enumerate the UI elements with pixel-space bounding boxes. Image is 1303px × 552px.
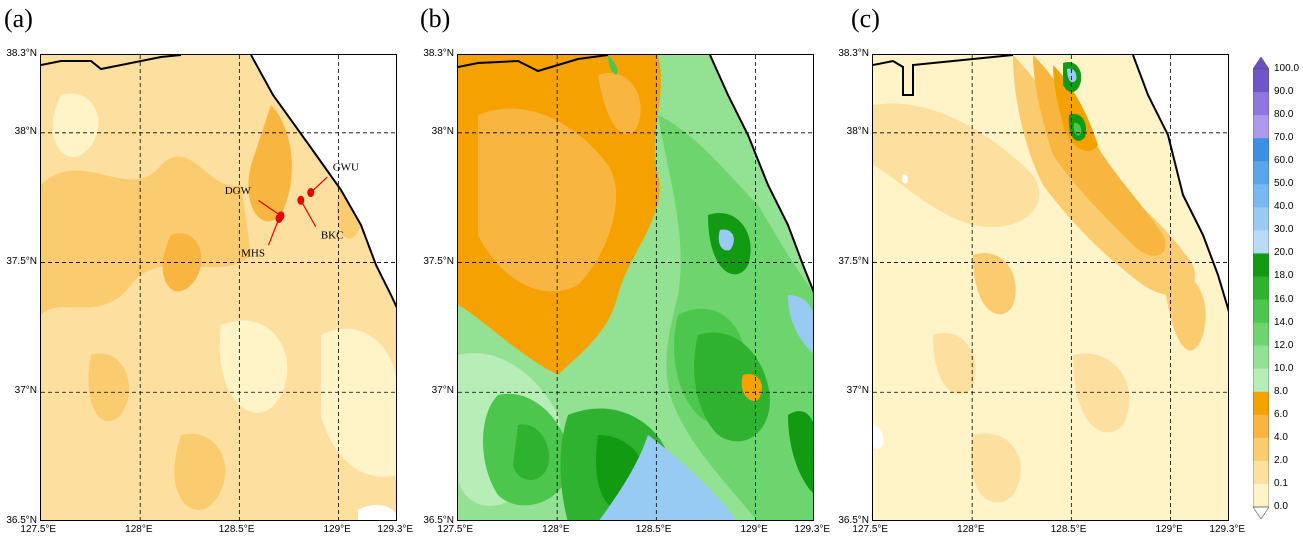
colorbar-label: 8.0 [1274, 385, 1288, 397]
lon-tick-label: 128°E [957, 524, 985, 535]
station-label: BKC [321, 229, 344, 241]
lat-tick-label: 38°N [14, 125, 37, 137]
colorbar-segment [1253, 138, 1269, 162]
lat-tick-label: 37.5°N [838, 255, 869, 267]
colorbar-label: 0.1 [1274, 477, 1288, 489]
lon-tick-label: 128.5°E [218, 524, 255, 535]
colorbar-extend-top [1253, 57, 1269, 70]
lat-tick-label: 36.5°N [838, 515, 869, 526]
colorbar-segment [1253, 230, 1269, 254]
colorbar-label: 20.0 [1274, 247, 1294, 259]
lon-tick-label: 129.3°E [1209, 524, 1246, 535]
lon-tick-label: 128.5°E [635, 524, 672, 535]
colorbar-segment [1253, 414, 1269, 439]
lon-tick-label: 128°E [125, 524, 153, 535]
colorbar-segment [1253, 322, 1269, 347]
map-a-svg: GWU DGW BKC MHS [41, 55, 396, 520]
map-panel-c [872, 54, 1229, 521]
colorbar-label: 80.0 [1274, 109, 1294, 121]
map-panel-b [457, 54, 814, 521]
colorbar-label: 18.0 [1274, 270, 1294, 282]
map-c-svg [873, 55, 1228, 520]
colorbar-segment [1253, 460, 1269, 485]
lat-tick-label: 38°N [431, 125, 454, 137]
colorbar-label: 14.0 [1274, 316, 1294, 328]
colorbar-segment [1253, 437, 1269, 462]
panel-label-b: (b) [420, 4, 451, 33]
colorbar-segment [1253, 345, 1269, 370]
lon-tick-label: 129°E [1155, 524, 1183, 535]
colorbar-segment [1253, 276, 1269, 301]
lon-tick-label: 129°E [740, 524, 768, 535]
map-b-svg [458, 55, 813, 520]
station-label: GWU [333, 162, 359, 174]
lon-tick-label: 127.5°E [437, 524, 474, 535]
map-panel-a: GWU DGW BKC MHS [40, 54, 397, 521]
colorbar-segment [1253, 391, 1269, 416]
station-label: MHS [241, 247, 265, 259]
colorbar-label: 100.0 [1274, 63, 1300, 74]
colorbar-label: 50.0 [1274, 178, 1294, 190]
colorbar-label: 60.0 [1274, 155, 1294, 167]
station-label: DGW [225, 185, 252, 197]
station-marker [307, 188, 315, 198]
station-leader-line [258, 199, 282, 217]
station-marker [275, 213, 283, 223]
colorbar-extend-bottom [1253, 506, 1269, 519]
colorbar-segment [1253, 299, 1269, 324]
colorbar-segment [1253, 69, 1269, 93]
colorbar-label: 4.0 [1274, 431, 1288, 443]
lon-tick-label: 127.5°E [852, 524, 889, 535]
colorbar-segment [1253, 483, 1269, 508]
lon-tick-label: 128.5°E [1050, 524, 1087, 535]
colorbar-label: 12.0 [1274, 339, 1294, 351]
colorbar [1253, 57, 1269, 519]
lat-tick-label: 36.5°N [6, 515, 37, 526]
colorbar-label: 30.0 [1274, 224, 1294, 236]
colorbar-segment [1253, 184, 1269, 208]
colorbar-segment [1253, 115, 1269, 139]
colorbar-label: 70.0 [1274, 132, 1294, 144]
colorbar-label: 0.0 [1274, 501, 1288, 512]
station-marker [297, 195, 305, 205]
lon-tick-label: 129°E [323, 524, 351, 535]
lon-tick-label: 129.3°E [377, 524, 414, 535]
lon-tick-label: 129.3°E [794, 524, 831, 535]
colorbar-segment [1253, 92, 1269, 116]
colorbar-segment [1253, 253, 1269, 277]
lat-tick-label: 37.5°N [423, 255, 454, 267]
colorbar-segment [1253, 161, 1269, 185]
colorbar-label: 10.0 [1274, 362, 1294, 374]
colorbar-label: 40.0 [1274, 201, 1294, 213]
lat-tick-label: 37°N [431, 385, 454, 397]
colorbar-label: 6.0 [1274, 408, 1288, 420]
lat-tick-label: 37°N [14, 385, 37, 397]
lat-tick-label: 37°N [846, 385, 869, 397]
lat-tick-label: 38.3°N [6, 48, 37, 59]
colorbar-label: 90.0 [1274, 86, 1294, 98]
colorbar-label: 2.0 [1274, 454, 1288, 466]
panel-label-c: (c) [851, 4, 880, 33]
station-leader-line [267, 218, 280, 246]
lat-tick-label: 38°N [846, 125, 869, 137]
station-leader-line [300, 199, 317, 228]
lat-tick-label: 36.5°N [423, 515, 454, 526]
colorbar-segment [1253, 368, 1269, 393]
lat-tick-label: 38.3°N [838, 48, 869, 59]
lon-tick-label: 127.5°E [20, 524, 57, 535]
colorbar-segment [1253, 207, 1269, 231]
colorbar-label: 16.0 [1274, 293, 1294, 305]
lon-tick-label: 128°E [542, 524, 570, 535]
lat-tick-label: 37.5°N [6, 255, 37, 267]
panel-label-a: (a) [4, 4, 33, 33]
colorbar-border [1253, 68, 1269, 508]
lat-tick-label: 38.3°N [423, 48, 454, 59]
